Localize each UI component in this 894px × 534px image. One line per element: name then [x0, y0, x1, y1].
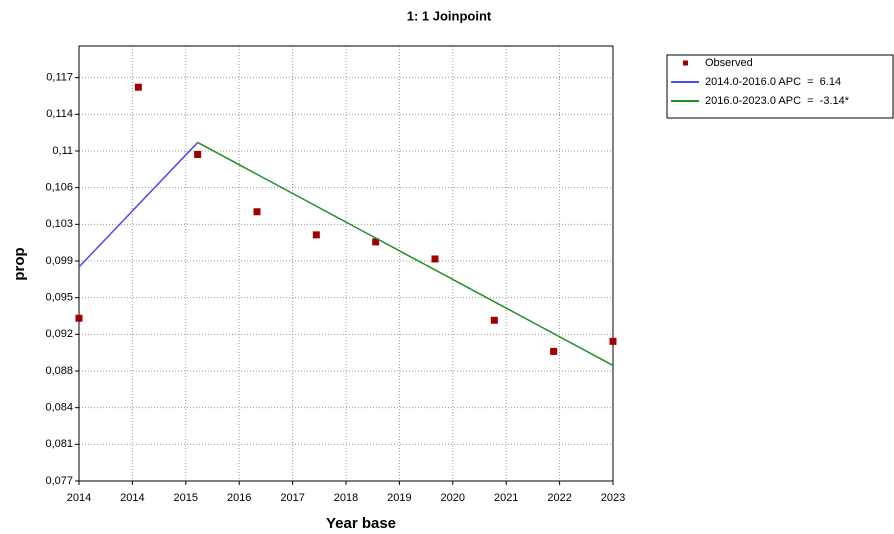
x-tick-label: 2022 [547, 492, 571, 504]
y-tick-label: 0,092 [45, 328, 73, 340]
x-tick-label: 2015 [174, 492, 198, 504]
x-tick-label: 2014 [67, 492, 91, 504]
y-tick-label: 0,077 [45, 475, 73, 487]
y-tick-label: 0,088 [45, 365, 73, 377]
y-axis-label: prop [11, 247, 28, 280]
legend-label: 2016.0-2023.0 APC = -3.14* [705, 95, 850, 107]
plot-border [78, 45, 614, 482]
x-tick-label: 2023 [601, 492, 625, 504]
observed-point [75, 314, 83, 322]
legend-marker [683, 60, 688, 66]
y-tick-label: 0,106 [45, 182, 73, 194]
y-tick-label: 0,114 [46, 108, 73, 120]
x-tick-label: 2017 [280, 492, 304, 504]
fit-line [78, 141, 199, 268]
y-tick-label: 0,11 [52, 145, 73, 157]
y-tick-label: 0,117 [46, 72, 73, 84]
y-tick-label: 0,095 [45, 292, 73, 304]
fit-line [197, 141, 614, 367]
x-tick-label: 2018 [334, 492, 358, 504]
x-tick-label: 2019 [387, 492, 411, 504]
legend-box [666, 54, 894, 119]
legend-label: 2014.0-2016.0 APC = 6.14 [705, 76, 841, 88]
x-tick-label: 2016 [227, 492, 251, 504]
observed-point [134, 83, 142, 91]
x-tick-label: 2021 [494, 492, 518, 504]
chart-title: 1: 1 Joinpoint [407, 8, 492, 23]
y-tick-label: 0,081 [45, 438, 73, 450]
x-tick-label: 2020 [441, 492, 465, 504]
observed-point [490, 316, 498, 324]
observed-point [431, 255, 439, 263]
observed-point [372, 238, 380, 246]
y-tick-label: 0,084 [45, 402, 73, 414]
x-axis-label: Year base [326, 515, 396, 532]
observed-point [194, 150, 202, 158]
observed-point [609, 337, 617, 345]
y-tick-label: 0,099 [45, 255, 73, 267]
observed-point [312, 231, 320, 239]
legend-label: Observed [705, 57, 753, 69]
observed-point [253, 208, 261, 216]
observed-point [550, 347, 558, 355]
y-tick-label: 0,103 [45, 218, 73, 230]
x-tick-label: 2014 [120, 492, 144, 504]
